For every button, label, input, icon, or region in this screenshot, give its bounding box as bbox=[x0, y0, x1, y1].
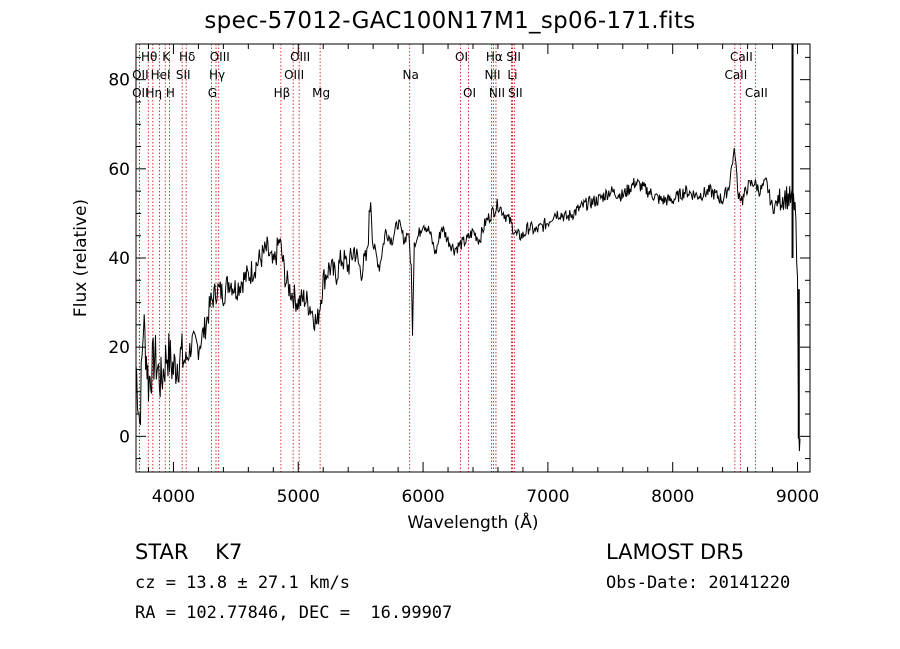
observation-date: Obs-Date: 20141220 bbox=[606, 573, 791, 593]
x-tick-label: 7000 bbox=[526, 487, 569, 507]
spectral-line-label: Li bbox=[507, 68, 517, 82]
spectral-line-label: CaII bbox=[724, 68, 747, 82]
spectral-line-label: HeI bbox=[151, 68, 171, 82]
spectral-line-label: Hα bbox=[486, 50, 503, 64]
spectral-line-label: OI bbox=[455, 50, 468, 64]
x-tick-label: 8000 bbox=[651, 487, 694, 507]
spectral-line-label: Hβ bbox=[274, 86, 291, 100]
spectral-line-label: Hθ bbox=[141, 50, 157, 64]
spectral-line-label: OII bbox=[132, 68, 149, 82]
x-tick-label: 6000 bbox=[401, 487, 444, 507]
x-tick-label: 5000 bbox=[277, 487, 320, 507]
spectral-line-label: SII bbox=[506, 50, 521, 64]
x-axis-label: Wavelength (Å) bbox=[407, 511, 538, 533]
spectral-line-label: Hη bbox=[146, 86, 163, 100]
y-tick-label: 80 bbox=[108, 71, 130, 91]
spectral-line-label: Mg bbox=[312, 86, 330, 100]
chart-title: spec-57012-GAC100N17M1_sp06-171.fits bbox=[204, 8, 696, 34]
spectral-line-label: SII bbox=[508, 86, 523, 100]
spectral-line-label: OIII bbox=[290, 50, 310, 64]
spectral-line-label: NII bbox=[484, 68, 500, 82]
y-tick-label: 60 bbox=[108, 160, 130, 180]
y-tick-label: 20 bbox=[108, 338, 130, 358]
spectral-line-label: Hγ bbox=[209, 68, 225, 82]
spectral-line-label: OIII bbox=[210, 50, 230, 64]
object-class: STAR K7 bbox=[135, 540, 243, 564]
spectral-line-label: K bbox=[162, 50, 171, 64]
spectral-line-label: Hδ bbox=[179, 50, 195, 64]
spectral-line-label: Na bbox=[403, 68, 419, 82]
spectral-line-label: SII bbox=[176, 68, 191, 82]
spectral-line-label: H bbox=[166, 86, 175, 100]
spectral-line-label: CaII bbox=[745, 86, 768, 100]
x-tick-label: 9000 bbox=[776, 487, 819, 507]
y-axis-label: Flux (relative) bbox=[71, 199, 91, 317]
spectral-line-label: CaII bbox=[730, 50, 753, 64]
spectral-line-label: G bbox=[208, 86, 217, 100]
spectral-line-label: OIII bbox=[284, 68, 304, 82]
sky-coordinates: RA = 102.77846, DEC = 16.99907 bbox=[135, 603, 453, 623]
x-tick-label: 4000 bbox=[152, 487, 195, 507]
spectral-line-label: OII bbox=[132, 86, 149, 100]
spectral-line-label: OI bbox=[463, 86, 476, 100]
survey-name: LAMOST DR5 bbox=[606, 540, 745, 564]
spectral-line-label: NII bbox=[489, 86, 505, 100]
redshift-readout: cz = 13.8 ± 27.1 km/s bbox=[135, 573, 350, 593]
spectrum-line bbox=[135, 148, 801, 452]
y-tick-label: 0 bbox=[119, 427, 130, 447]
y-tick-label: 40 bbox=[108, 249, 130, 269]
plot-frame bbox=[135, 43, 811, 473]
